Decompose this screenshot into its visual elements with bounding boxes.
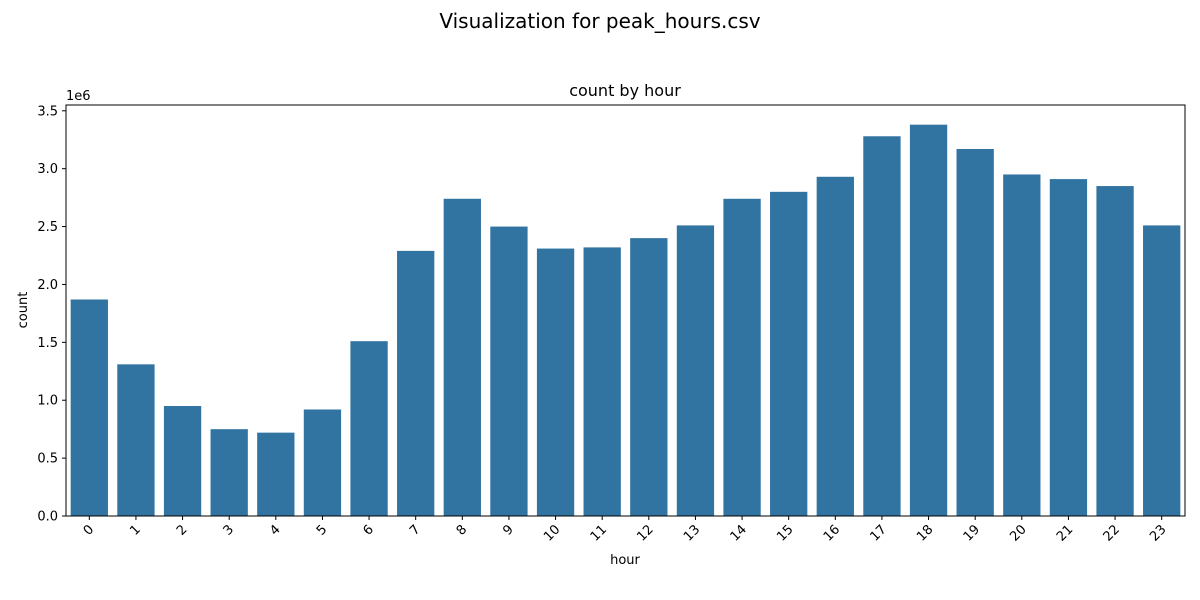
figure-title: Visualization for peak_hours.csv xyxy=(439,9,760,33)
x-tick-label: 10 xyxy=(541,522,563,544)
bar-hour-23 xyxy=(1143,225,1181,516)
x-tick-label: 17 xyxy=(867,522,889,544)
bar-hour-2 xyxy=(163,406,202,516)
y-axis-ticks: 0.0 0.5 1.0 1.5 2.0 2.5 3.0 3.5 xyxy=(37,104,66,525)
x-tick-label: 2 xyxy=(174,522,190,538)
y-tick-label: 2.5 xyxy=(37,220,58,235)
bar-hour-17 xyxy=(863,136,901,516)
x-tick-label: 19 xyxy=(961,522,983,544)
bar-hour-20 xyxy=(1003,174,1041,516)
x-tick-label: 4 xyxy=(267,522,283,538)
x-tick-label: 18 xyxy=(914,522,936,544)
bar-hour-8 xyxy=(443,198,481,516)
bar-hour-13 xyxy=(676,225,715,516)
y-axis-scale-note: 1e6 xyxy=(66,89,91,104)
bar-hour-5 xyxy=(303,409,342,516)
bar-hour-21 xyxy=(1049,179,1088,517)
bar-hour-0 xyxy=(70,299,108,516)
x-tick-label: 14 xyxy=(728,522,750,544)
x-tick-label: 7 xyxy=(407,522,423,538)
bar-hour-1 xyxy=(117,364,155,516)
x-tick-label: 23 xyxy=(1147,522,1169,544)
x-tick-label: 9 xyxy=(500,522,516,538)
x-tick-label: 11 xyxy=(588,522,610,544)
y-tick-label: 1.5 xyxy=(37,336,58,351)
bar-hour-19 xyxy=(956,148,994,516)
bar-hour-4 xyxy=(257,432,295,516)
x-tick-label: 0 xyxy=(81,522,97,538)
bar-hour-11 xyxy=(583,247,621,516)
bars-group xyxy=(70,124,1181,517)
plot-frame xyxy=(65,104,1186,517)
x-tick-label: 1 xyxy=(127,522,143,538)
y-tick-label: 1.0 xyxy=(37,394,58,409)
x-tick-label: 3 xyxy=(221,522,237,538)
y-axis-label: count xyxy=(16,292,31,329)
bar-hour-14 xyxy=(723,198,761,516)
x-tick-label: 16 xyxy=(821,522,843,544)
bar-hour-15 xyxy=(770,191,808,516)
x-tick-label: 8 xyxy=(454,522,470,538)
bar-hour-16 xyxy=(816,176,854,517)
x-tick-label: 5 xyxy=(314,522,330,538)
chart-title: count by hour xyxy=(569,81,681,100)
x-tick-label: 6 xyxy=(360,522,376,538)
y-tick-label: 0.0 xyxy=(37,510,58,525)
bar-hour-7 xyxy=(397,250,435,517)
x-axis-ticks: 0 1 2 3 4 5 6 7 8 9 10 11 12 13 14 15 16 17 18 19 20 21 22 23 xyxy=(81,516,1170,545)
bar-hour-22 xyxy=(1096,186,1134,517)
y-tick-label: 0.5 xyxy=(37,452,58,467)
y-tick-label: 3.5 xyxy=(37,104,58,119)
x-tick-label: 20 xyxy=(1007,522,1029,544)
bar-hour-12 xyxy=(630,238,668,516)
y-tick-label: 2.0 xyxy=(37,278,58,293)
x-tick-label: 22 xyxy=(1101,522,1123,544)
bar-hour-6 xyxy=(350,341,388,516)
bar-hour-9 xyxy=(490,226,528,516)
bar-hour-10 xyxy=(536,248,575,517)
x-axis-label: hour xyxy=(610,553,640,568)
x-tick-label: 13 xyxy=(681,522,703,544)
x-tick-label: 12 xyxy=(634,522,656,544)
x-tick-label: 15 xyxy=(774,522,796,544)
y-tick-label: 3.0 xyxy=(37,162,58,177)
x-tick-label: 21 xyxy=(1054,522,1076,544)
bar-hour-18 xyxy=(909,124,948,516)
bar-hour-3 xyxy=(210,429,248,516)
